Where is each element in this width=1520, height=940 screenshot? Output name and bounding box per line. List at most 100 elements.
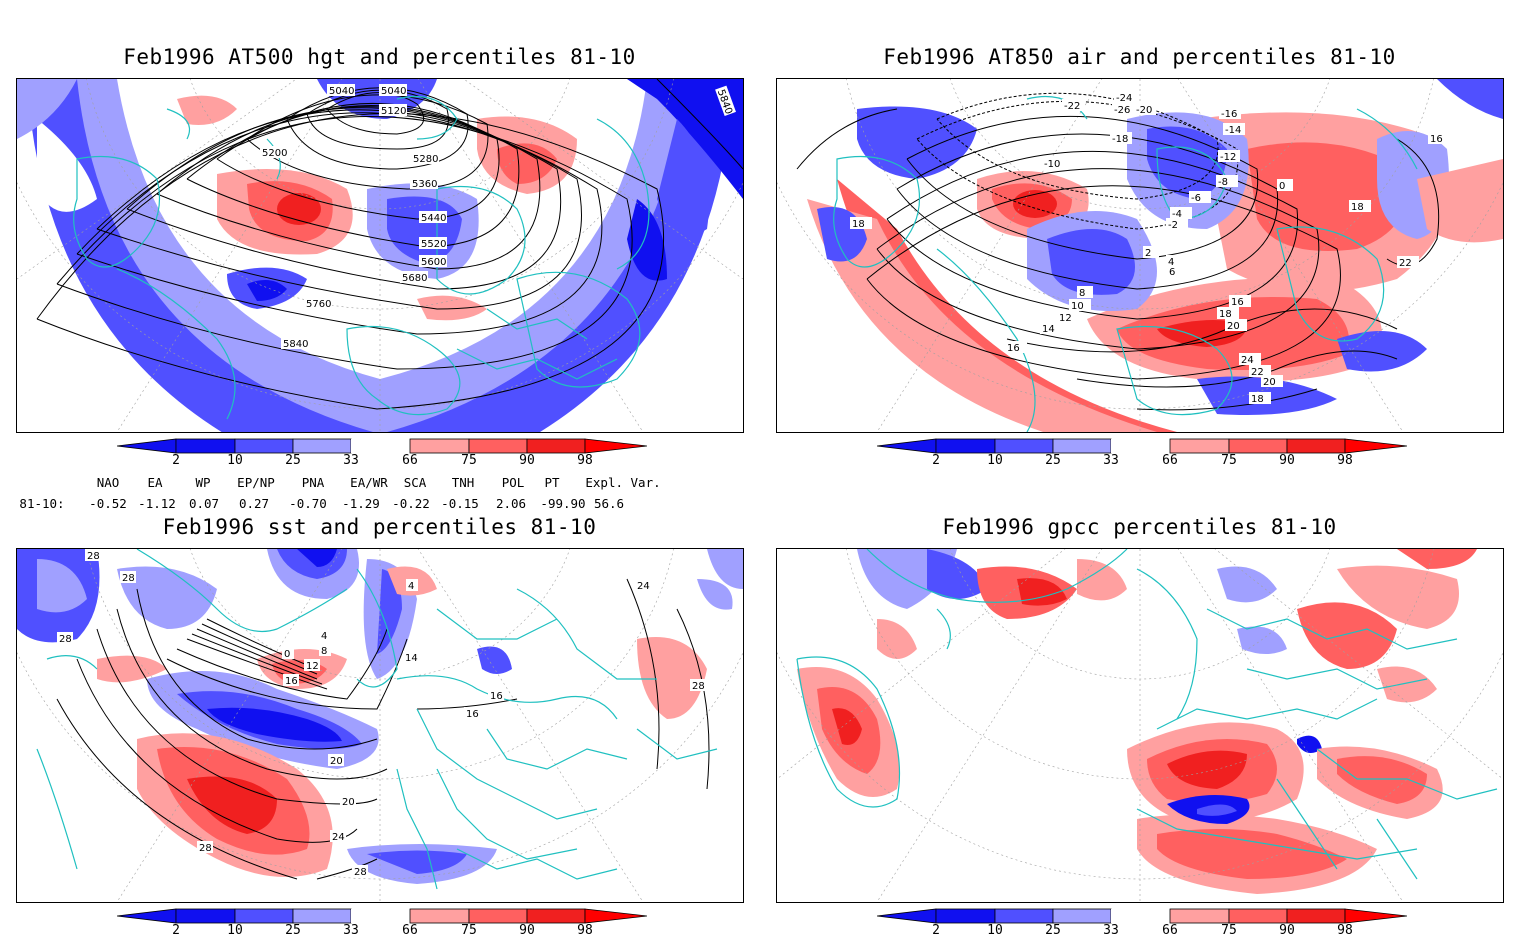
svg-text:5760: 5760: [306, 299, 331, 310]
svg-text:24: 24: [332, 832, 345, 843]
colorbar-segment: [1052, 438, 1112, 454]
svg-text:16: 16: [1430, 134, 1443, 145]
svg-text:-2: -2: [1168, 220, 1178, 231]
svg-text:18: 18: [1351, 202, 1364, 213]
contour-label: 22: [1249, 365, 1271, 378]
colorbar-arrow-high: [1344, 908, 1407, 924]
svg-text:2: 2: [1145, 248, 1151, 259]
contour-label: 16: [283, 674, 299, 687]
contour-label: -6: [1189, 191, 1211, 204]
contour-label: -16: [1219, 107, 1241, 120]
svg-text:16: 16: [466, 709, 479, 720]
contour-label: 28: [197, 841, 213, 854]
colorbar-tick: 10: [227, 923, 243, 938]
contour-label: 5200: [260, 146, 288, 159]
svg-text:-18: -18: [1112, 134, 1128, 145]
contour-label: 16: [1005, 341, 1027, 354]
svg-text:5040: 5040: [329, 86, 354, 97]
colorbar-segment: [292, 438, 352, 454]
svg-text:24: 24: [637, 581, 650, 592]
contour-label: 28: [85, 549, 101, 562]
svg-text:28: 28: [59, 634, 72, 645]
colorbar-tick: 75: [1221, 453, 1237, 468]
svg-text:28: 28: [199, 843, 212, 854]
colorbar-segment: [175, 438, 236, 454]
svg-text:5840: 5840: [283, 339, 308, 350]
contour-label: -18: [1110, 132, 1132, 145]
contour-label: -14: [1223, 123, 1245, 136]
contour-label: 16: [1229, 295, 1251, 308]
contour-label: 12: [304, 659, 320, 672]
svg-text:-24: -24: [1116, 93, 1132, 104]
index-header: WP: [195, 475, 211, 490]
svg-text:-20: -20: [1136, 105, 1152, 116]
contour-label: -22: [1062, 99, 1084, 112]
index-header: NAO: [96, 475, 120, 490]
colorbar-tick: 33: [1103, 923, 1119, 938]
contour-label: -26: [1112, 103, 1134, 116]
contour-label: 5360: [410, 177, 438, 190]
colorbar-arrow-high: [584, 908, 647, 924]
contour-label: 24: [330, 830, 346, 843]
colorbar-segment: [292, 908, 352, 924]
colorbar-arrow-low: [117, 438, 177, 454]
svg-text:5200: 5200: [262, 148, 287, 159]
contour-label: 2: [1143, 246, 1159, 259]
colorbar-segment: [351, 909, 410, 923]
svg-text:4: 4: [1168, 257, 1174, 268]
colorbar-segment: [1052, 908, 1112, 924]
colorbar-tick: 33: [343, 453, 359, 468]
colorbar-segment: [994, 438, 1054, 454]
svg-text:18: 18: [852, 219, 865, 230]
colorbar-segment: [526, 908, 586, 924]
svg-text:5520: 5520: [421, 239, 446, 250]
contour-label: -4: [1170, 207, 1192, 220]
colorbar-panel-3: 2 10 25 33 66 75 90 98: [117, 908, 647, 940]
contour-label: 8: [1077, 286, 1093, 299]
contour-label: 16: [464, 707, 480, 720]
contour-label: 20: [328, 754, 344, 767]
svg-text:5280: 5280: [413, 154, 438, 165]
svg-text:-12: -12: [1220, 152, 1236, 163]
svg-text:-8: -8: [1218, 177, 1228, 188]
svg-text:18: 18: [1251, 394, 1264, 405]
contour-label: 20: [1261, 375, 1283, 388]
svg-text:4: 4: [321, 631, 327, 642]
index-header: SCA: [403, 475, 427, 490]
colorbar-tick: 66: [402, 453, 418, 468]
contour-label: 28: [120, 571, 136, 584]
svg-text:14: 14: [405, 653, 418, 664]
colorbar-tick: 75: [461, 453, 477, 468]
colorbar-segment: [409, 908, 470, 924]
contour-label: 12: [1057, 311, 1079, 324]
colorbar-segment: [468, 908, 528, 924]
svg-text:6: 6: [1169, 267, 1175, 278]
colorbar-tick: 2: [172, 453, 180, 468]
colorbar-segment: [1286, 908, 1346, 924]
colorbar-tick: 66: [1162, 923, 1178, 938]
index-header: Expl. Var.: [585, 475, 661, 490]
colorbar-segment: [1286, 438, 1346, 454]
colorbar-tick: 25: [1045, 923, 1061, 938]
contour-label: 20: [340, 795, 356, 808]
colorbar-segment: [935, 438, 996, 454]
svg-text:28: 28: [122, 573, 135, 584]
svg-text:28: 28: [354, 867, 367, 878]
contour-label: 28: [57, 632, 73, 645]
svg-text:22: 22: [1251, 367, 1264, 378]
colorbar-tick: 2: [932, 453, 940, 468]
svg-text:4: 4: [408, 581, 414, 592]
svg-text:5440: 5440: [421, 213, 446, 224]
colorbar-segment: [1111, 439, 1170, 453]
colorbar-segment: [1111, 909, 1170, 923]
index-value: -0.52: [89, 496, 127, 511]
contour-label: 5040: [379, 84, 407, 97]
contour-label: 5520: [419, 237, 447, 250]
svg-text:-16: -16: [1221, 109, 1237, 120]
contour-label: 5280: [411, 152, 439, 165]
svg-text:12: 12: [1059, 313, 1072, 324]
colorbar-tick: 90: [1279, 453, 1295, 468]
index-row-label: 81-10:: [19, 496, 65, 511]
colorbar-arrow-low: [877, 908, 937, 924]
svg-text:-14: -14: [1225, 125, 1241, 136]
